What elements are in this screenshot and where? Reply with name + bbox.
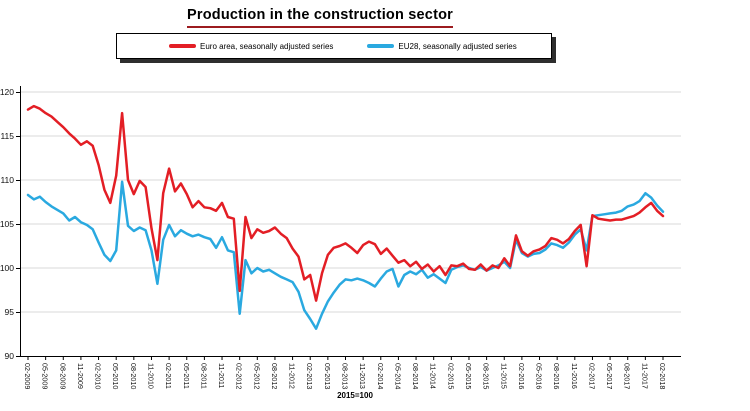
legend-box: Euro area, seasonally adjusted series EU… [116, 33, 552, 59]
y-tick-label: 110 [0, 175, 14, 185]
chart-title: Production in the construction sector [20, 6, 620, 28]
y-tick-label: 120 [0, 87, 14, 97]
x-tick-label: 05-2014 [393, 363, 402, 389]
x-axis-labels: 02-2009 05-2009 08-2009 11-2009 02-2010 05-20… [23, 356, 667, 389]
x-tick-label: 08-2010 [129, 363, 138, 389]
eu28-line [26, 180, 665, 330]
x-tick-label: 02-2017 [587, 363, 596, 389]
x-tick-label: 02-2011 [164, 363, 173, 389]
x-tick-label: 08-2011 [199, 363, 208, 389]
x-tick-label: 05-2011 [182, 363, 191, 389]
x-tick-label: 08-2014 [411, 363, 420, 389]
x-tick-label: 11-2010 [146, 363, 155, 389]
gridlines [20, 91, 681, 313]
x-tick-label: 08-2017 [623, 363, 632, 389]
y-tick-label: 100 [0, 263, 14, 273]
x-tick-label: 11-2016 [570, 363, 579, 389]
legend-label-euro-area: Euro area, seasonally adjusted series [200, 41, 334, 51]
legend-label-eu28: EU28, seasonally adjusted series [398, 41, 517, 51]
x-tick-label: 02-2010 [94, 363, 103, 389]
x-tick-label: 11-2017 [640, 363, 649, 389]
x-tick-label: 08-2016 [552, 363, 561, 389]
x-tick-label: 11-2009 [76, 363, 85, 389]
x-tick-label: 05-2012 [252, 363, 261, 389]
x-tick-label: 02-2015 [446, 363, 455, 389]
axes [20, 86, 681, 357]
x-tick-label: 11-2011 [217, 363, 226, 388]
x-tick-label: 05-2015 [464, 363, 473, 389]
x-tick-label: 05-2017 [605, 363, 614, 389]
x-tick-label: 02-2016 [517, 363, 526, 389]
eu28-line-swatch [367, 44, 395, 48]
x-tick-label: 02-2014 [376, 363, 385, 389]
x-tick-label: 02-2013 [305, 363, 314, 389]
y-axis-labels: 90 95 100 105 110 115 120 [0, 87, 20, 361]
axis-footnote: 2015=100 [337, 391, 373, 400]
x-tick-label: 11-2014 [429, 363, 438, 389]
x-tick-label: 08-2015 [482, 363, 491, 389]
x-tick-label: 11-2012 [288, 363, 297, 389]
x-tick-label: 11-2013 [358, 363, 367, 389]
chart-title-text: Production in the construction sector [187, 7, 453, 28]
x-tick-label: 02-2009 [23, 363, 32, 389]
y-tick-label: 90 [5, 351, 15, 361]
euro-area-line-swatch [169, 44, 196, 48]
x-tick-label: 08-2013 [341, 363, 350, 389]
x-tick-label: 02-2018 [658, 363, 667, 389]
y-tick-label: 95 [5, 307, 15, 317]
legend-item-euro-area: Euro area, seasonally adjusted series [169, 42, 333, 51]
x-tick-label: 05-2009 [41, 363, 50, 389]
x-tick-label: 02-2012 [235, 363, 244, 389]
y-tick-label: 115 [0, 131, 14, 141]
x-tick-label: 05-2016 [535, 363, 544, 389]
legend-item-eu28: EU28, seasonally adjusted series [367, 41, 517, 51]
euro-area-line [26, 104, 665, 302]
x-tick-label: 05-2010 [111, 363, 120, 389]
x-tick-label: 08-2009 [58, 363, 67, 389]
x-tick-label: 11-2015 [499, 363, 508, 389]
y-tick-label: 105 [0, 219, 14, 229]
x-tick-label: 08-2012 [270, 363, 279, 389]
x-tick-label: 05-2013 [323, 363, 332, 389]
